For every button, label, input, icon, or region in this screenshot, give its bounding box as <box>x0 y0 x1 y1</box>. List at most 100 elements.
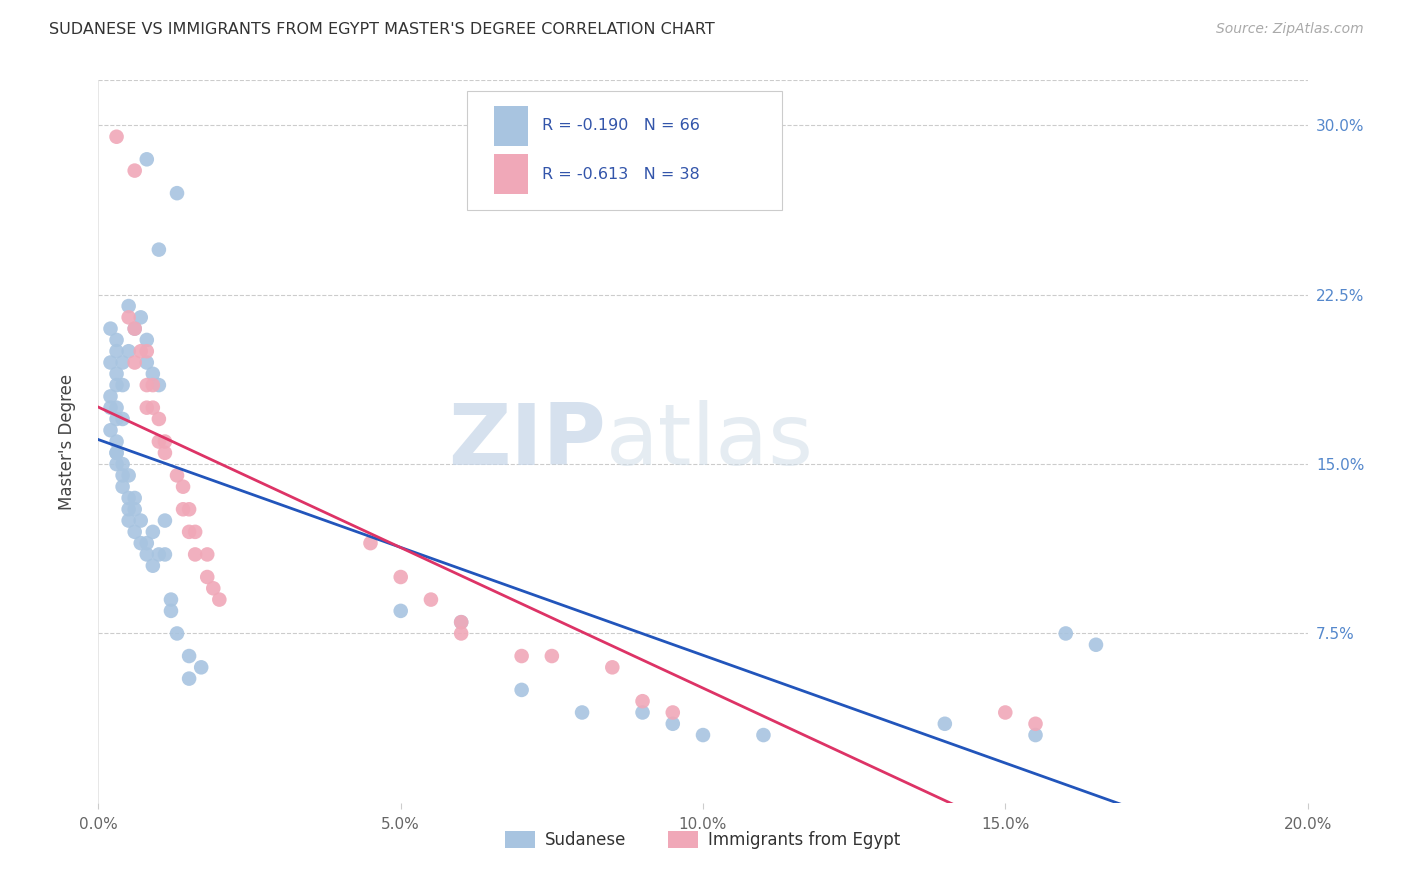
Point <box>389 570 412 584</box>
Point <box>118 344 141 359</box>
Text: R = -0.190   N = 66: R = -0.190 N = 66 <box>543 119 700 133</box>
Point <box>179 672 201 686</box>
Point <box>129 310 152 325</box>
Point <box>510 648 533 663</box>
Bar <box>494 106 527 145</box>
Point <box>153 548 176 562</box>
Point <box>540 648 562 663</box>
Point <box>179 502 201 516</box>
Point <box>195 548 218 562</box>
Point <box>111 457 134 471</box>
Point <box>1024 716 1046 731</box>
Point <box>118 502 141 516</box>
Point <box>153 434 176 449</box>
Point <box>105 129 128 144</box>
Point <box>118 514 141 528</box>
Point <box>142 558 165 573</box>
Point <box>179 648 201 663</box>
Text: SUDANESE VS IMMIGRANTS FROM EGYPT MASTER'S DEGREE CORRELATION CHART: SUDANESE VS IMMIGRANTS FROM EGYPT MASTER… <box>49 22 716 37</box>
Point <box>692 728 714 742</box>
Point <box>124 321 146 335</box>
Point <box>184 524 207 539</box>
Point <box>142 378 165 392</box>
Point <box>105 333 128 347</box>
Point <box>111 412 134 426</box>
Point <box>135 355 157 369</box>
Point <box>172 502 194 516</box>
Point <box>124 502 146 516</box>
Point <box>105 412 128 426</box>
Text: Source: ZipAtlas.com: Source: ZipAtlas.com <box>1216 22 1364 37</box>
Point <box>631 706 654 720</box>
Point <box>135 344 157 359</box>
Point <box>166 626 188 640</box>
Point <box>160 604 183 618</box>
Point <box>135 378 157 392</box>
Point <box>153 446 176 460</box>
Point <box>148 548 170 562</box>
Point <box>450 626 472 640</box>
Point <box>100 423 122 437</box>
Point <box>135 153 157 167</box>
Point <box>420 592 443 607</box>
Point <box>661 706 683 720</box>
Point <box>118 468 141 483</box>
Point <box>118 299 141 313</box>
Legend: Sudanese, Immigrants from Egypt: Sudanese, Immigrants from Egypt <box>499 824 907 856</box>
Point <box>100 389 122 403</box>
Point <box>124 163 146 178</box>
Y-axis label: Master's Degree: Master's Degree <box>58 374 76 509</box>
Point <box>148 412 170 426</box>
Point <box>111 355 134 369</box>
Point <box>160 592 183 607</box>
Point <box>661 716 683 731</box>
Point <box>129 536 152 550</box>
Point <box>105 446 128 460</box>
Point <box>360 536 382 550</box>
Point <box>202 582 225 596</box>
Point <box>1085 638 1108 652</box>
Point <box>105 434 128 449</box>
Point <box>142 401 165 415</box>
Point <box>124 321 146 335</box>
Point <box>100 401 122 415</box>
Point <box>148 243 170 257</box>
Point <box>208 592 231 607</box>
Point <box>148 434 170 449</box>
Point <box>100 321 122 335</box>
Point <box>631 694 654 708</box>
Point <box>111 468 134 483</box>
Point <box>142 524 165 539</box>
Point <box>118 310 141 325</box>
Point <box>184 548 207 562</box>
Point <box>166 186 188 201</box>
Point <box>100 355 122 369</box>
Point <box>934 716 956 731</box>
Point <box>105 457 128 471</box>
Point <box>105 401 128 415</box>
Point <box>994 706 1017 720</box>
Point <box>105 344 128 359</box>
Point <box>450 615 472 630</box>
Point <box>105 446 128 460</box>
Point <box>166 468 188 483</box>
Point <box>105 378 128 392</box>
Text: atlas: atlas <box>606 400 814 483</box>
Point <box>179 524 201 539</box>
Point <box>124 355 146 369</box>
Point <box>571 706 593 720</box>
Point <box>135 333 157 347</box>
Point <box>135 548 157 562</box>
Point <box>172 480 194 494</box>
Point <box>752 728 775 742</box>
Point <box>190 660 212 674</box>
Point <box>118 491 141 505</box>
Point <box>135 536 157 550</box>
Point <box>389 604 412 618</box>
Point <box>111 378 134 392</box>
Text: R = -0.613   N = 38: R = -0.613 N = 38 <box>543 167 700 182</box>
Point <box>105 367 128 381</box>
Point <box>195 570 218 584</box>
Point <box>1054 626 1077 640</box>
Point <box>1024 728 1046 742</box>
